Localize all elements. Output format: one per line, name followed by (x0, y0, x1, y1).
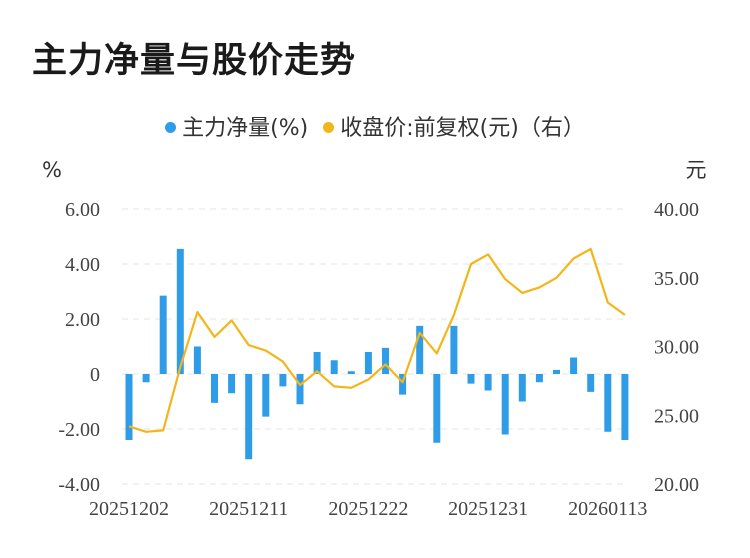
bar[interactable] (450, 325, 458, 374)
left-tick-label: -2.00 (58, 419, 100, 441)
legend-item-net-volume[interactable]: 主力净量(%) (165, 110, 308, 142)
bar[interactable] (570, 357, 578, 375)
bar[interactable] (382, 347, 389, 374)
bar[interactable] (587, 374, 595, 392)
bar[interactable] (467, 374, 475, 384)
x-tick-label: 20251222 (328, 498, 408, 520)
bar[interactable] (159, 295, 167, 374)
x-tick-label: 20251211 (209, 498, 288, 520)
bar[interactable] (228, 374, 236, 394)
bar[interactable] (193, 346, 201, 375)
left-axis-ticks: 6.00 4.00 2.00 0 -2.00 -4.00 (58, 199, 100, 496)
line-series (128, 247, 626, 433)
legend-label-close-price: 收盘价:前复权(元)（右） (340, 116, 585, 141)
bar[interactable] (604, 374, 612, 432)
legend-dot-bar (165, 122, 177, 133)
bar[interactable] (176, 248, 184, 374)
left-tick-label: 0 (90, 364, 100, 386)
right-tick-label: 25.00 (654, 405, 699, 427)
bar[interactable] (245, 374, 253, 460)
bar[interactable] (142, 374, 150, 383)
x-axis-ticks: 20251202 20251211 20251222 20251231 20260113 (89, 498, 647, 520)
right-axis-ticks: 40.00 35.00 30.00 25.00 20.00 (654, 199, 699, 496)
bar[interactable] (399, 374, 407, 395)
bar[interactable] (621, 374, 629, 440)
x-tick-label: 20260113 (568, 498, 647, 520)
left-tick-label: 4.00 (65, 254, 100, 276)
bar[interactable] (262, 374, 270, 417)
x-tick-label: 20251202 (89, 498, 169, 520)
bar[interactable] (125, 374, 133, 440)
bar[interactable] (433, 374, 441, 443)
bar[interactable] (313, 352, 321, 374)
bar[interactable] (296, 374, 304, 405)
bar[interactable] (211, 374, 218, 403)
bar-series (125, 248, 629, 460)
legend: 主力净量(%) 收盘价:前复权(元)（右） (0, 110, 750, 142)
left-tick-label: -4.00 (58, 474, 100, 496)
bar[interactable] (484, 374, 492, 391)
close-price-line[interactable] (128, 247, 626, 433)
bar[interactable] (364, 352, 372, 374)
right-tick-label: 20.00 (654, 474, 699, 496)
left-tick-label: 6.00 (65, 199, 100, 221)
bar[interactable] (535, 374, 543, 383)
chart-title: 主力净量与股价走势 (32, 41, 357, 81)
legend-dot-line (323, 122, 335, 133)
right-tick-label: 35.00 (654, 268, 699, 290)
bar[interactable] (553, 369, 560, 374)
left-axis-unit: % (42, 158, 62, 182)
left-tick-label: 2.00 (65, 309, 100, 331)
bar[interactable] (347, 371, 355, 374)
bar[interactable] (279, 374, 287, 387)
x-tick-label: 20251231 (448, 498, 528, 520)
bar[interactable] (518, 374, 526, 402)
bar[interactable] (330, 360, 338, 374)
right-tick-label: 30.00 (654, 337, 699, 359)
legend-item-close-price[interactable]: 收盘价:前复权(元)（右） (323, 110, 585, 142)
legend-label-net-volume: 主力净量(%) (182, 116, 309, 141)
bar[interactable] (416, 325, 424, 374)
bar[interactable] (501, 374, 509, 435)
right-axis-unit: 元 (686, 158, 707, 182)
right-tick-label: 40.00 (654, 199, 699, 221)
